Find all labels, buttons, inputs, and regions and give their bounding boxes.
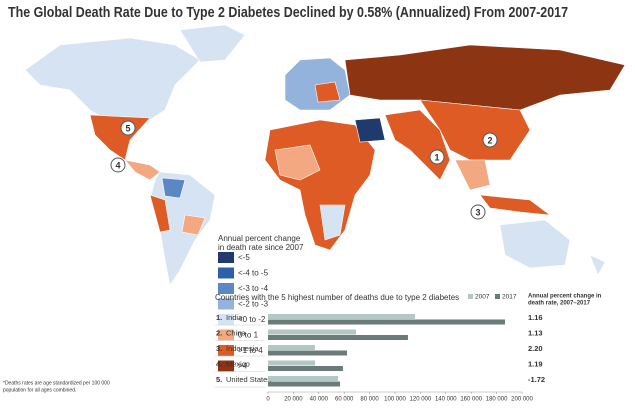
category-label: Mexico (226, 359, 250, 368)
legend-label: >1 to 4 (238, 346, 263, 355)
legend-label: <-2 to -3 (238, 300, 269, 309)
bar (268, 350, 347, 356)
x-tick-label: 160 000 (460, 397, 482, 403)
legend-swatch (495, 294, 500, 299)
rank: 2. (216, 328, 222, 337)
marker-circle (110, 157, 126, 173)
marker-label: 3 (475, 207, 480, 217)
legend-title: in death rate since 2007 (218, 243, 304, 252)
change-label: 1.16 (528, 313, 543, 322)
bar (268, 366, 343, 371)
bar-chart: 2007 2017 1. India 1.16 2. China 1.13 3. Indonesi… (215, 294, 545, 403)
marker-label: 1 (434, 152, 439, 162)
legend-swatch (218, 283, 234, 294)
legend-label: <-3 to -4 (238, 284, 269, 293)
x-tick-label: 200 000 (511, 397, 533, 403)
legend-label: >4 (238, 362, 248, 371)
legend-swatch (468, 294, 473, 299)
legend-swatch (218, 267, 234, 279)
marker-circle (470, 204, 486, 220)
bar (268, 314, 415, 319)
rank: 5. (216, 375, 222, 384)
legend-label: 0 to 1 (238, 331, 259, 340)
x-tick-label: 40 000 (310, 397, 329, 403)
x-tick-label: 80 000 (360, 397, 379, 403)
change-label: -1.72 (528, 375, 545, 384)
bar (268, 345, 315, 350)
x-tick-label: 60 000 (335, 397, 354, 403)
x-tick-label: 100 000 (384, 397, 406, 403)
bar (268, 376, 338, 381)
marker-label: 5 (125, 123, 130, 133)
x-tick-label: 20 000 (284, 397, 303, 403)
legend-label: <-5 (238, 253, 250, 262)
bar (268, 335, 408, 340)
change-title: Annual percent change in (528, 294, 602, 300)
x-tick-label: 140 000 (435, 397, 457, 403)
category-label: China (226, 328, 246, 337)
legend-swatch (218, 298, 234, 310)
footnote: population for all ages combined. (3, 387, 76, 393)
legend-swatch (218, 345, 234, 356)
legend-title: Annual percent change (218, 234, 301, 243)
marker-label: 4 (115, 160, 120, 170)
marker-label: 2 (487, 135, 492, 145)
marker-circle (429, 149, 445, 165)
change-label: 2.20 (528, 344, 543, 353)
footnote: *Deaths rates are age standardized per 1… (3, 380, 110, 386)
legend-label: 2007 (475, 294, 490, 301)
rank: 1. (216, 313, 222, 322)
legend-swatch (218, 360, 234, 372)
bar (268, 381, 341, 387)
legend-swatch (218, 329, 234, 341)
bar (268, 329, 357, 335)
x-tick-label: 180 000 (486, 397, 508, 403)
map-markers: 1 2 3 4 5 (110, 120, 498, 220)
chart-title: Countries with the 5 highest number of d… (215, 293, 459, 302)
map-legend: <-5 <-4 to -5 <-3 to -4 <-2 to -3 <0 to -2 0 … (218, 252, 269, 372)
rank: 4. (216, 359, 222, 368)
rank: 3. (216, 344, 222, 353)
marker-circle (482, 132, 498, 148)
legend-label: 2017 (502, 294, 517, 301)
category-label: India (226, 313, 243, 322)
change-label: 1.13 (528, 328, 543, 337)
category-label: United States (226, 375, 271, 384)
legend-label: <0 to -2 (238, 315, 266, 324)
x-tick-label: 0 (266, 397, 270, 403)
legend-label: <-4 to -5 (238, 269, 269, 278)
world-map (24, 24, 626, 286)
legend-swatch (218, 252, 234, 263)
category-label: Indonesia (226, 344, 259, 353)
change-label: 1.19 (528, 359, 543, 368)
change-title: death rate, 2007–2017 (528, 301, 591, 307)
title: The Global Death Rate Due to Type 2 Diab… (8, 5, 568, 21)
bar (268, 319, 505, 325)
marker-circle (120, 120, 136, 136)
legend-swatch (218, 314, 234, 325)
x-tick-label: 120 000 (410, 397, 432, 403)
bar (268, 360, 315, 366)
